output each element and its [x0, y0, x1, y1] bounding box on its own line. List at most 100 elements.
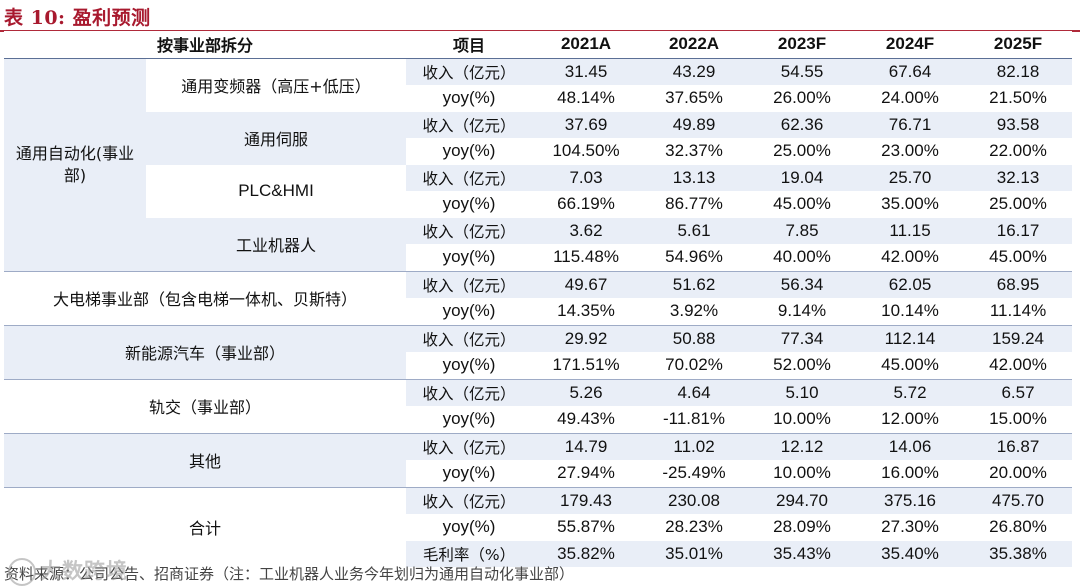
segment-cell: 新能源汽车（事业部）	[4, 325, 407, 380]
value-cell: 31.45	[532, 58, 641, 85]
value-cell: 14.35%	[532, 298, 641, 326]
segment-cell: 合计	[4, 487, 407, 567]
header-year: 2021A	[532, 31, 641, 59]
table-row: yoy(%) 115.48% 54.96% 40.00% 42.00% 45.0…	[4, 244, 1073, 272]
value-cell: 67.64	[856, 58, 965, 85]
value-cell: 93.58	[964, 111, 1073, 138]
table-row: 大电梯事业部（包含电梯一体机、贝斯特） 收入（亿元） 49.67 51.62 5…	[4, 271, 1073, 326]
value-cell: 7.03	[532, 164, 641, 191]
value-cell: 48.14%	[557, 88, 615, 108]
value-cell: 6.57	[964, 379, 1073, 406]
value-cell: 112.14	[856, 325, 965, 352]
value-cell: 25.00%	[773, 141, 831, 161]
value-cell: 11.15	[856, 217, 965, 244]
table-row: yoy(%) 55.87% 28.23% 28.09% 27.30% 26.80…	[4, 514, 1072, 541]
value-cell: 45.00%	[856, 352, 965, 380]
value-cell: 16.00%	[856, 460, 965, 488]
value-cell: 37.69	[532, 111, 641, 138]
value-cell: 14.06	[856, 433, 965, 460]
value-cell: 54.96%	[640, 244, 749, 272]
value-cell: 35.43%	[748, 540, 857, 567]
table-row: 通用自动化(事业部) 通用变频器（高压+低压） 收入（亿元） 31.45 43.…	[4, 58, 1073, 272]
value-cell: 35.00%	[881, 194, 939, 214]
table-row: yoy(%) 27.94% -25.49% 10.00% 16.00% 20.0…	[4, 460, 1073, 488]
table-row: PLC&HMI 收入（亿元） 7.03 13.13 19.04 25.70 32…	[4, 164, 1073, 218]
value-cell: 49.67	[532, 271, 641, 298]
header-year: 2025F	[964, 31, 1073, 59]
source-note: 资料来源：公司公告、招商证券（注：工业机器人业务今年划归为通用自动化事业部）	[4, 565, 575, 583]
forecast-table: 按事业部拆分 项目 2021A 2022A 2023F 2024F 2025F …	[4, 31, 1073, 567]
value-cell: 26.80%	[989, 517, 1047, 537]
value-cell: 49.89	[640, 111, 749, 138]
value-cell: 179.43	[532, 487, 641, 514]
value-cell: 3.62	[532, 217, 641, 244]
value-cell: 29.92	[532, 325, 641, 352]
watermark-logo-icon	[8, 558, 36, 586]
table-row: yoy(%) 104.50% 32.37% 25.00% 23.00% 22.0…	[4, 138, 1072, 165]
value-cell: 230.08	[640, 487, 749, 514]
value-cell: 14.79	[532, 433, 641, 460]
header-segment: 按事业部拆分	[4, 31, 407, 59]
item-cell: 收入（亿元）	[406, 58, 533, 85]
table-row: 工业机器人 收入（亿元） 3.62 5.61 7.85 11.15 16.17	[4, 217, 1073, 272]
header-item: 项目	[406, 31, 533, 59]
value-cell: 115.48%	[532, 244, 641, 272]
value-cell: 23.00%	[881, 141, 939, 161]
value-cell: 32.37%	[665, 141, 723, 161]
table-row: yoy(%) 14.35% 3.92% 9.14% 10.14% 11.14%	[4, 298, 1073, 326]
value-cell: 28.23%	[665, 517, 723, 537]
value-cell: 28.09%	[773, 517, 831, 537]
value-cell: 51.62	[640, 271, 749, 298]
item-cell: yoy(%)	[406, 244, 533, 272]
table-row: 其他 收入（亿元） 14.79 11.02 12.12 14.06 16.87	[4, 433, 1073, 488]
header-year: 2022A	[640, 31, 749, 59]
watermark: 大数跨境	[8, 555, 128, 586]
value-cell: 43.29	[640, 58, 749, 85]
value-cell: 3.92%	[640, 298, 749, 326]
header-row: 按事业部拆分 项目 2021A 2022A 2023F 2024F 2025F	[4, 31, 1073, 59]
value-cell: 35.01%	[640, 540, 749, 567]
item-cell: yoy(%)	[406, 352, 533, 380]
value-cell: 25.70	[856, 164, 965, 191]
item-cell: yoy(%)	[406, 406, 533, 434]
value-cell: 4.64	[640, 379, 749, 406]
header-year: 2024F	[856, 31, 965, 59]
value-cell: 7.85	[748, 217, 857, 244]
value-cell: 13.13	[640, 164, 749, 191]
value-cell: 5.10	[748, 379, 857, 406]
value-cell: 40.00%	[748, 244, 857, 272]
table-title: 表 10: 盈利预测	[4, 7, 151, 29]
subsegment-cell: 通用伺服	[146, 111, 407, 165]
subsegment-cell: 通用变频器（高压+低压）	[146, 58, 407, 112]
value-cell: 45.00%	[964, 244, 1073, 272]
value-cell: 27.94%	[532, 460, 641, 488]
value-cell: 42.00%	[964, 352, 1073, 380]
value-cell: 42.00%	[856, 244, 965, 272]
value-cell: 70.02%	[640, 352, 749, 380]
value-cell: 24.00%	[881, 88, 939, 108]
value-cell: -11.81%	[640, 406, 749, 434]
value-cell: 32.13	[964, 164, 1073, 191]
item-cell: 毛利率（%）	[406, 540, 533, 567]
value-cell: 5.26	[532, 379, 641, 406]
table-row: 合计 收入（亿元） 179.43 230.08 294.70 375.16 47…	[4, 487, 1073, 567]
value-cell: 10.00%	[748, 406, 857, 434]
value-cell: 50.88	[640, 325, 749, 352]
item-cell: 收入（亿元）	[406, 433, 533, 460]
value-cell: 12.00%	[856, 406, 965, 434]
value-cell: -25.49%	[640, 460, 749, 488]
value-cell: 35.40%	[856, 540, 965, 567]
value-cell: 104.50%	[552, 141, 620, 161]
value-cell: 16.17	[964, 217, 1073, 244]
value-cell: 12.12	[748, 433, 857, 460]
value-cell: 25.00%	[989, 194, 1047, 214]
value-cell: 37.65%	[665, 88, 723, 108]
watermark-text: 大数跨境	[40, 559, 128, 583]
value-cell: 26.00%	[773, 88, 831, 108]
table-row: 轨交（事业部） 收入（亿元） 5.26 4.64 5.10 5.72 6.57	[4, 379, 1073, 434]
value-cell: 86.77%	[665, 194, 723, 214]
table-row: yoy(%) 66.19% 86.77% 45.00% 35.00% 25.00…	[4, 191, 1072, 218]
value-cell: 62.36	[748, 111, 857, 138]
table-row: yoy(%) 171.51% 70.02% 52.00% 45.00% 42.0…	[4, 352, 1073, 380]
value-cell: 68.95	[964, 271, 1073, 298]
